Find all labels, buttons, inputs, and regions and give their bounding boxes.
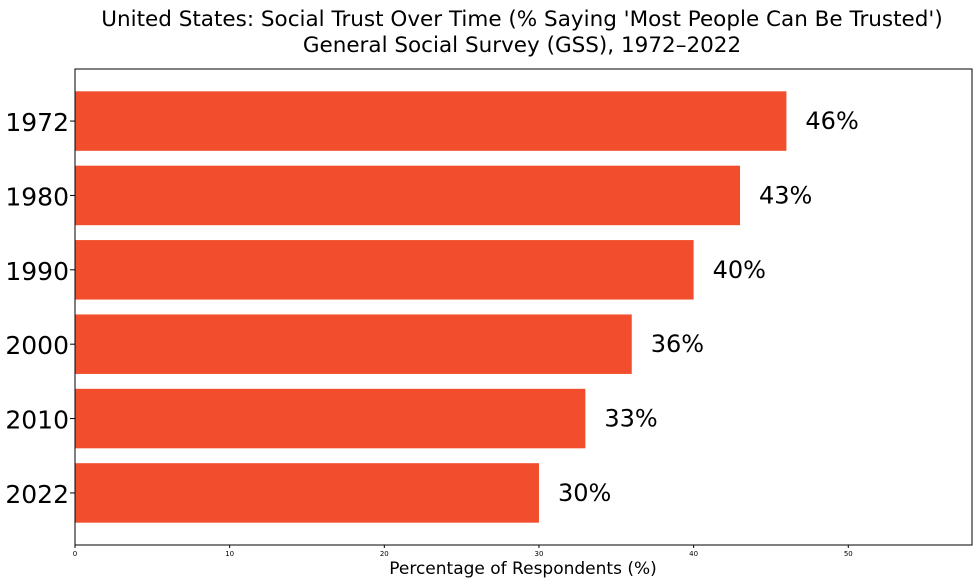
bar-2000 xyxy=(75,314,632,374)
x-tick-label-40: 40 xyxy=(689,550,698,558)
bar-2010 xyxy=(75,388,586,449)
y-tick-label-1972: 1972 xyxy=(5,108,69,137)
y-tick-label-1990: 1990 xyxy=(5,257,69,286)
bar-1990 xyxy=(75,240,694,300)
y-tick-label-2000: 2000 xyxy=(5,331,69,360)
y-tick-label-2022: 2022 xyxy=(5,480,69,509)
data-label-1980: 43% xyxy=(759,181,812,209)
data-label-2022: 30% xyxy=(558,479,611,507)
x-tick-label-0: 0 xyxy=(73,550,77,558)
chart-title: United States: Social Trust Over Time (%… xyxy=(101,7,942,32)
data-label-2010: 33% xyxy=(604,405,657,433)
x-tick-label-30: 30 xyxy=(535,550,544,558)
plot-frame xyxy=(74,68,973,546)
bar-1980 xyxy=(75,165,741,226)
data-label-2000: 36% xyxy=(651,330,704,358)
x-tick-label-20: 20 xyxy=(380,550,389,558)
bar-1972 xyxy=(75,91,787,151)
data-label-1990: 40% xyxy=(713,256,766,284)
bar-2022 xyxy=(75,463,539,523)
y-tick-label-2010: 2010 xyxy=(5,406,69,435)
chart-subtitle: General Social Survey (GSS), 1972–2022 xyxy=(303,33,741,58)
x-axis-label: Percentage of Respondents (%) xyxy=(389,559,657,579)
x-tick-label-50: 50 xyxy=(844,550,853,558)
y-tick-label-1980: 1980 xyxy=(5,182,69,211)
data-label-1972: 46% xyxy=(805,107,858,135)
x-tick-label-10: 10 xyxy=(225,550,234,558)
